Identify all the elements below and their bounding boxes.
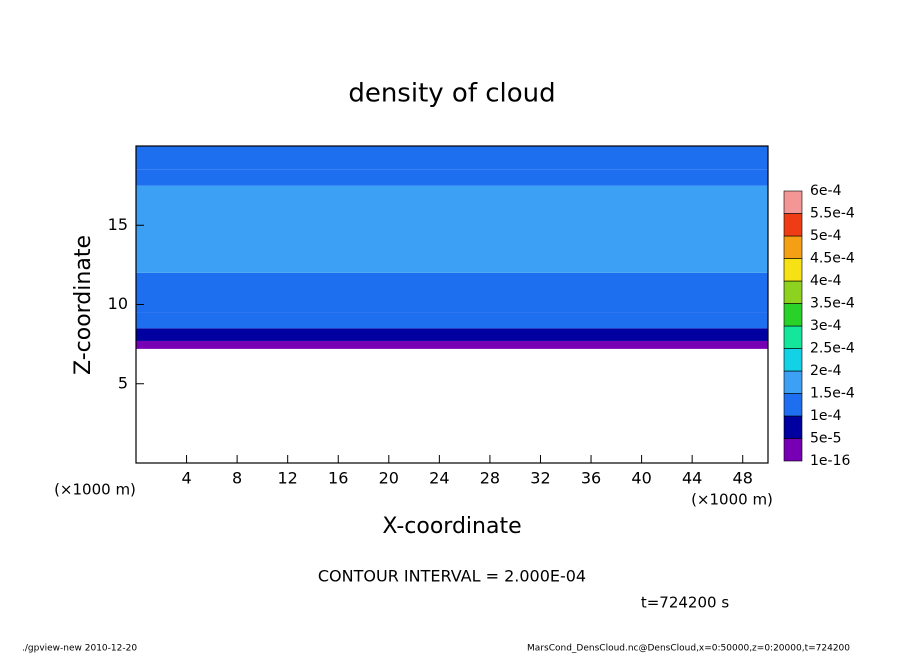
- colorbar-label: 1e-16: [810, 453, 850, 469]
- x-tick-label: 28: [480, 469, 500, 488]
- colorbar-box: [783, 213, 803, 237]
- footer-left: ./gpview-new 2010-12-20: [22, 644, 137, 654]
- x-tick-label: 44: [682, 469, 702, 488]
- x-unit-label: (×1000 m): [54, 481, 136, 499]
- footer-right: MarsCond_DensCloud.nc@DensCloud,x=0:5000…: [527, 644, 850, 654]
- x-tick-label: 36: [581, 469, 601, 488]
- colorbar-box: [783, 438, 803, 462]
- x-tick-label: 32: [530, 469, 550, 488]
- x-tick-label: 20: [379, 469, 399, 488]
- x-tick-label: 12: [278, 469, 298, 488]
- contour-band: [136, 312, 768, 329]
- colorbar-label: 4.5e-4: [810, 251, 855, 267]
- y-tick-label: 10: [108, 294, 128, 313]
- y-tick-label: 5: [118, 373, 128, 392]
- contour-band: [136, 328, 768, 341]
- colorbar-box: [783, 235, 803, 259]
- contour-band: [136, 146, 768, 170]
- colorbar-box: [783, 258, 803, 282]
- time-label: t=724200 s: [641, 594, 729, 612]
- x-tick-label: 8: [232, 469, 242, 488]
- colorbar-box: [783, 280, 803, 304]
- colorbar-label: 2e-4: [810, 363, 842, 379]
- contour-band: [136, 340, 768, 349]
- colorbar-label: 5.5e-4: [810, 206, 855, 222]
- chart-title: density of cloud: [348, 79, 555, 109]
- colorbar-label: 6e-4: [810, 183, 842, 199]
- colorbar-box: [783, 415, 803, 439]
- colorbar-label: 5e-4: [810, 228, 842, 244]
- colorbar-label: 1.5e-4: [810, 386, 855, 402]
- colorbar-box: [783, 190, 803, 214]
- colorbar-box: [783, 303, 803, 327]
- colorbar-box: [783, 325, 803, 349]
- contour-band: [136, 185, 768, 273]
- colorbar-label: 4e-4: [810, 273, 842, 289]
- colorbar-box: [783, 393, 803, 417]
- contour-band: [136, 272, 768, 313]
- colorbar-label: 1e-4: [810, 408, 842, 424]
- x-tick-label: 48: [733, 469, 753, 488]
- y-axis-label: Z-coordinate: [71, 235, 96, 375]
- colorbar-box: [783, 370, 803, 394]
- colorbar-label: 2.5e-4: [810, 341, 855, 357]
- colorbar-label: 5e-5: [810, 431, 841, 447]
- colorbar-box: [783, 348, 803, 372]
- x-unit-label: (×1000 m): [691, 491, 773, 509]
- contour-band: [136, 169, 768, 186]
- colorbar-label: 3e-4: [810, 318, 842, 334]
- colorbar-label: 3.5e-4: [810, 296, 855, 312]
- y-tick-label: 15: [108, 215, 128, 234]
- x-tick-label: 16: [328, 469, 348, 488]
- x-tick-label: 24: [429, 469, 449, 488]
- contour-interval: CONTOUR INTERVAL = 2.000E-04: [318, 567, 586, 586]
- x-tick-label: 40: [631, 469, 651, 488]
- x-axis-label: X-coordinate: [382, 514, 521, 539]
- x-tick-label: 4: [181, 469, 191, 488]
